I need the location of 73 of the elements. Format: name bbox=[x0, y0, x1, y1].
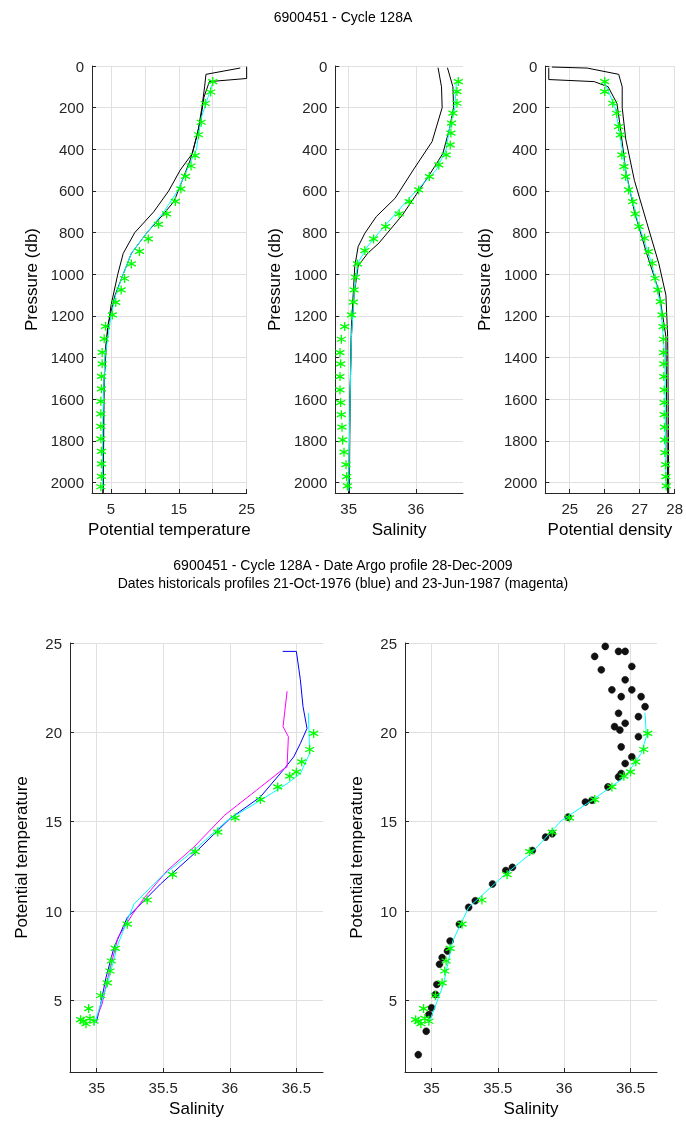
x-tick-label: 36 bbox=[555, 1079, 573, 1096]
y-tick-label: 1600 bbox=[293, 390, 328, 408]
y-tick-label: 800 bbox=[302, 224, 328, 242]
y-tick-label: 1800 bbox=[503, 432, 538, 450]
x-axis-title: Salinity bbox=[371, 520, 428, 539]
x-tick-label: 27 bbox=[631, 500, 649, 517]
y-tick-label: 800 bbox=[512, 224, 538, 242]
x-axis-title: Salinity bbox=[169, 1099, 225, 1118]
y-tick-label: 200 bbox=[302, 99, 328, 117]
y-tick-label: 1400 bbox=[50, 349, 84, 367]
y-axis-title: Pressure (db) bbox=[475, 228, 494, 331]
y-axis-title: Pressure (db) bbox=[21, 228, 41, 331]
y-tick-label: 200 bbox=[512, 99, 538, 117]
y-tick-label: 800 bbox=[58, 224, 84, 242]
y-tick-label: 600 bbox=[302, 182, 328, 200]
x-tick-label: 36 bbox=[407, 500, 425, 517]
y-tick-label: 20 bbox=[380, 723, 397, 741]
x-tick-label: 26 bbox=[596, 500, 614, 517]
chart-title: 6900451 - Cycle 128A bbox=[272, 8, 414, 26]
y-tick-label: 1000 bbox=[503, 265, 538, 283]
x-tick-label: 35.5 bbox=[483, 1079, 513, 1096]
chart-title: 6900451 - Cycle 128A - Date Argo profile 28-Dec-2009 bbox=[173, 557, 513, 573]
y-tick-label: 0 bbox=[318, 57, 328, 75]
y-tick-label: 1800 bbox=[50, 432, 84, 450]
y-tick-label: 1000 bbox=[50, 265, 84, 283]
y-tick-label: 0 bbox=[75, 57, 84, 75]
x-tick-label: 35.5 bbox=[148, 1079, 178, 1096]
y-tick-label: 0 bbox=[528, 57, 538, 75]
y-tick-label: 1200 bbox=[293, 307, 328, 325]
y-tick-label: 600 bbox=[58, 182, 84, 200]
y-tick-label: 400 bbox=[302, 140, 328, 158]
y-tick-label: 1000 bbox=[293, 265, 328, 283]
chart-subtitle: Dates historicals profiles 21-Oct-1976 (blue) and 23-Jun-1987 (magenta) bbox=[117, 575, 569, 591]
y-tick-label: 1600 bbox=[50, 390, 84, 408]
y-tick-label: 15 bbox=[380, 813, 397, 831]
y-tick-label: 1600 bbox=[503, 390, 538, 408]
x-axis-title: Potential temperature bbox=[88, 520, 251, 539]
y-tick-label: 1400 bbox=[503, 349, 538, 367]
y-tick-label: 2000 bbox=[293, 474, 328, 492]
y-tick-label: 15 bbox=[45, 813, 62, 831]
y-axis-title: Potential temperature bbox=[347, 776, 366, 939]
y-tick-label: 10 bbox=[380, 902, 397, 920]
y-tick-label: 5 bbox=[53, 992, 62, 1009]
x-tick-label: 36 bbox=[221, 1079, 239, 1096]
y-axis-title: Potential temperature bbox=[12, 776, 31, 939]
y-tick-label: 5 bbox=[388, 992, 397, 1009]
y-tick-label: 1800 bbox=[293, 432, 328, 450]
y-tick-label: 400 bbox=[58, 140, 84, 158]
y-tick-label: 200 bbox=[58, 99, 84, 117]
x-tick-label: 28 bbox=[666, 500, 683, 517]
y-tick-label: 400 bbox=[512, 140, 538, 158]
y-tick-label: 25 bbox=[380, 634, 397, 652]
y-tick-label: 2000 bbox=[50, 474, 84, 492]
y-tick-label: 20 bbox=[45, 723, 62, 741]
x-tick-label: 25 bbox=[561, 500, 579, 517]
x-axis-title: Potential density bbox=[547, 520, 673, 539]
x-tick-label: 35 bbox=[88, 1079, 105, 1096]
x-tick-label: 5 bbox=[106, 500, 116, 517]
x-tick-label: 35 bbox=[423, 1079, 440, 1096]
y-tick-label: 25 bbox=[45, 634, 62, 652]
x-tick-label: 36.5 bbox=[281, 1079, 311, 1096]
y-tick-label: 2000 bbox=[503, 474, 538, 492]
y-tick-label: 600 bbox=[512, 182, 538, 200]
y-tick-label: 1200 bbox=[503, 307, 538, 325]
y-tick-label: 10 bbox=[45, 902, 62, 920]
y-axis-title: Pressure (db) bbox=[265, 228, 284, 331]
x-axis-title: Salinity bbox=[503, 1099, 559, 1118]
x-tick-label: 36.5 bbox=[615, 1079, 646, 1096]
x-tick-label: 15 bbox=[170, 500, 188, 517]
y-tick-label: 1400 bbox=[293, 349, 328, 367]
x-tick-label: 25 bbox=[238, 500, 255, 517]
x-tick-label: 35 bbox=[340, 500, 358, 517]
y-tick-label: 1200 bbox=[50, 307, 84, 325]
